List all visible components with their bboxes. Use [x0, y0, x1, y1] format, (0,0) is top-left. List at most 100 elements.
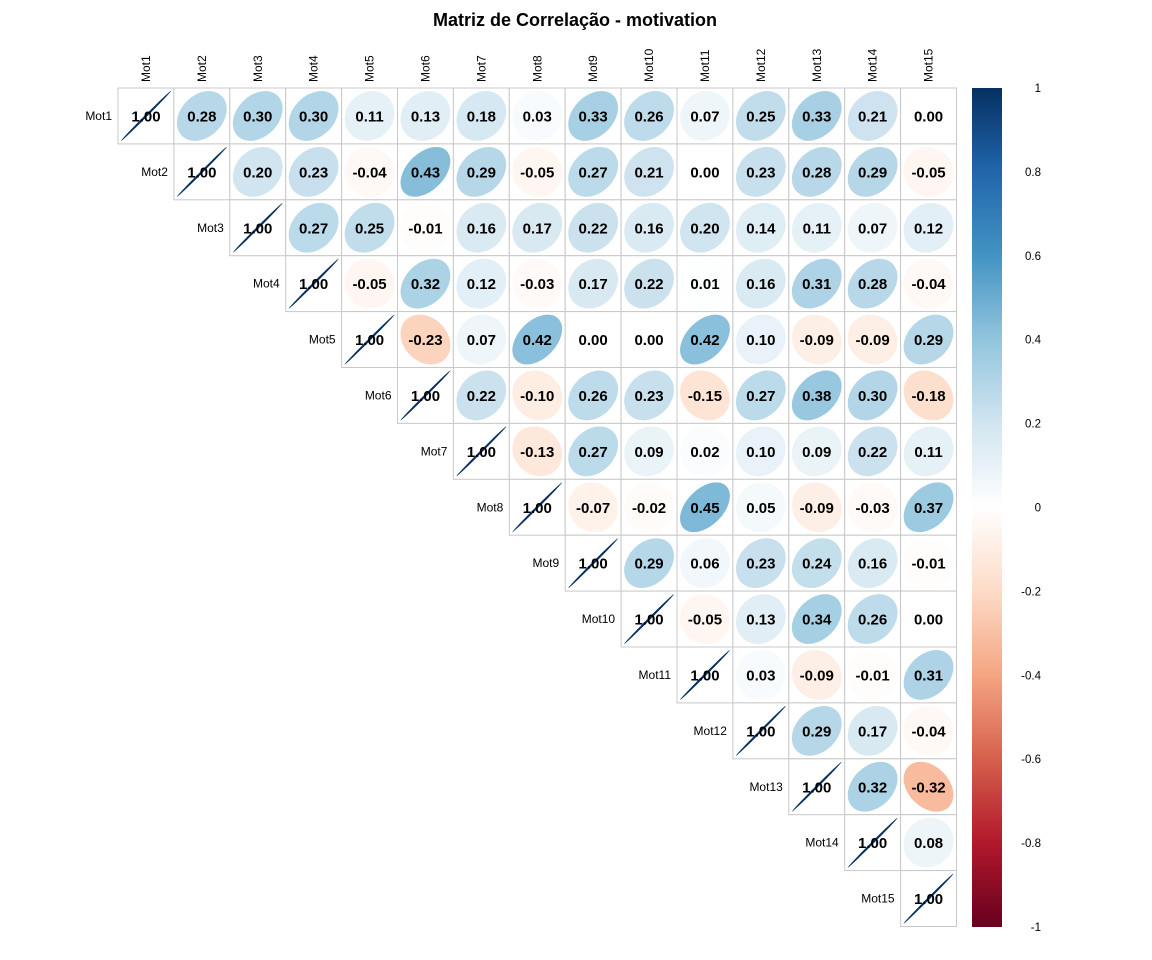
correlation-ellipse — [456, 258, 507, 309]
correlation-ellipse — [735, 146, 786, 197]
correlation-value: 0.18 — [467, 108, 496, 125]
correlation-value: 0.17 — [858, 723, 887, 740]
correlation-value: 0.22 — [858, 444, 887, 461]
cell-mot1-mot2: 0.28 — [173, 87, 231, 145]
cell-mot10-mot15: 0.00 — [900, 590, 957, 648]
cell-mot1-mot8: 0.03 — [508, 87, 566, 145]
correlation-value: 0.07 — [690, 108, 719, 125]
cell-mot11-mot12: 0.03 — [732, 646, 790, 704]
correlation-ellipse — [624, 370, 674, 421]
cell-mot6-mot6: 1.00 — [397, 367, 454, 424]
correlation-ellipse — [400, 146, 451, 197]
correlation-value: 1.00 — [523, 500, 552, 517]
correlation-value: 0.26 — [634, 108, 663, 125]
col-label-mot7: Mot7 — [474, 55, 488, 82]
correlation-ellipse — [680, 202, 730, 253]
cell-mot4-mot11: 0.01 — [676, 255, 734, 313]
cell-mot2-mot5: -0.04 — [341, 143, 399, 201]
correlation-ellipse — [400, 314, 451, 365]
cell-mot3-mot13: 0.11 — [788, 199, 846, 257]
correlation-value: -0.03 — [520, 276, 554, 293]
correlation-value: 0.10 — [746, 444, 775, 461]
correlation-ellipse — [400, 91, 451, 141]
correlation-value: -0.04 — [352, 164, 387, 181]
correlation-ellipse — [121, 91, 171, 141]
correlation-value: 0.11 — [914, 444, 942, 461]
cell-mot1-mot12: 0.25 — [732, 87, 790, 145]
cell-mot2-mot4: 0.23 — [285, 143, 343, 201]
correlation-value: 0.26 — [858, 612, 887, 629]
cell-mot9-mot12: 0.23 — [732, 534, 790, 592]
correlation-value: 0.27 — [579, 444, 608, 461]
cell-mot8-mot8: 1.00 — [508, 478, 566, 536]
correlation-value: -0.01 — [856, 667, 890, 684]
correlation-value: -0.05 — [520, 164, 554, 181]
correlation-value: 1.00 — [187, 164, 216, 181]
cell-mot2-mot7: 0.29 — [452, 143, 510, 201]
correlation-ellipse — [680, 650, 730, 700]
correlation-value: 0.26 — [579, 388, 608, 405]
correlation-value: 0.14 — [746, 220, 776, 237]
correlation-value: 0.23 — [634, 388, 663, 405]
cell-mot6-mot10: 0.23 — [620, 367, 678, 424]
cell-mot6-mot8: -0.10 — [508, 367, 566, 424]
cell-mot1-mot3: 0.30 — [229, 87, 287, 145]
cell-mot7-mot10: 0.09 — [620, 422, 678, 480]
correlation-ellipse — [735, 258, 786, 309]
cell-mot11-mot13: -0.09 — [788, 646, 846, 704]
correlation-ellipse — [288, 91, 339, 141]
correlation-ellipse — [903, 761, 954, 812]
correlation-value: -0.03 — [856, 500, 890, 517]
correlation-value: -0.32 — [911, 779, 945, 796]
correlation-value: 0.25 — [355, 220, 384, 237]
cell-mot1-mot5: 0.11 — [341, 87, 399, 145]
correlation-value: -0.05 — [911, 164, 945, 181]
cell-mot6-mot11: -0.15 — [676, 367, 734, 424]
cell-mot7-mot13: 0.09 — [788, 422, 846, 480]
correlation-ellipse — [456, 314, 507, 365]
cell-mot15-mot15: 1.00 — [900, 870, 957, 927]
correlation-ellipse — [903, 314, 954, 365]
row-label-mot5: Mot5 — [309, 333, 336, 347]
correlation-value: -0.05 — [688, 612, 722, 629]
correlation-value: 0.01 — [690, 276, 719, 293]
col-label-mot4: Mot4 — [307, 55, 321, 82]
correlation-ellipse — [624, 91, 674, 141]
row-label-mot10: Mot10 — [582, 612, 616, 626]
correlation-ellipse — [903, 202, 954, 253]
cell-mot6-mot9: 0.26 — [564, 367, 622, 424]
correlation-ellipse — [903, 258, 954, 309]
correlation-ellipse — [735, 482, 786, 533]
correlation-ellipse — [624, 538, 674, 589]
correlation-value: 0.29 — [914, 332, 943, 349]
colorbar-tick-label: 0.8 — [1025, 167, 1041, 179]
correlation-value: 1.00 — [579, 556, 608, 573]
cell-mot4-mot15: -0.04 — [900, 255, 957, 313]
row-label-mot6: Mot6 — [365, 388, 392, 402]
cell-mot10-mot12: 0.13 — [732, 590, 790, 648]
cell-mot3-mot3: 1.00 — [229, 199, 287, 257]
cell-mot1-mot7: 0.18 — [452, 87, 510, 145]
cell-mot3-mot4: 0.27 — [285, 199, 343, 257]
cell-mot3-mot5: 0.25 — [341, 199, 399, 257]
correlation-ellipse — [903, 873, 954, 924]
correlation-ellipse — [847, 817, 898, 868]
correlation-ellipse — [624, 146, 674, 197]
correlation-value: 0.32 — [858, 779, 887, 796]
cell-mot4-mot4: 1.00 — [285, 255, 343, 313]
correlation-value: 0.10 — [746, 332, 775, 349]
correlation-value: 1.00 — [634, 612, 663, 629]
correlation-value: 0.29 — [858, 164, 887, 181]
cell-mot2-mot10: 0.21 — [620, 143, 678, 201]
correlation-value: 1.00 — [858, 835, 887, 852]
cell-mot8-mot13: -0.09 — [788, 478, 846, 536]
correlation-ellipse — [903, 370, 954, 421]
row-label-mot13: Mot13 — [749, 780, 783, 794]
cell-mot2-mot9: 0.27 — [564, 143, 622, 201]
correlation-value: 0.28 — [802, 164, 831, 181]
correlation-ellipse — [456, 91, 507, 141]
correlation-value: 0.27 — [746, 388, 775, 405]
cell-mot2-mot13: 0.28 — [788, 143, 846, 201]
cell-mot1-mot15: 0.00 — [900, 87, 957, 145]
correlation-value: -0.09 — [800, 500, 834, 517]
